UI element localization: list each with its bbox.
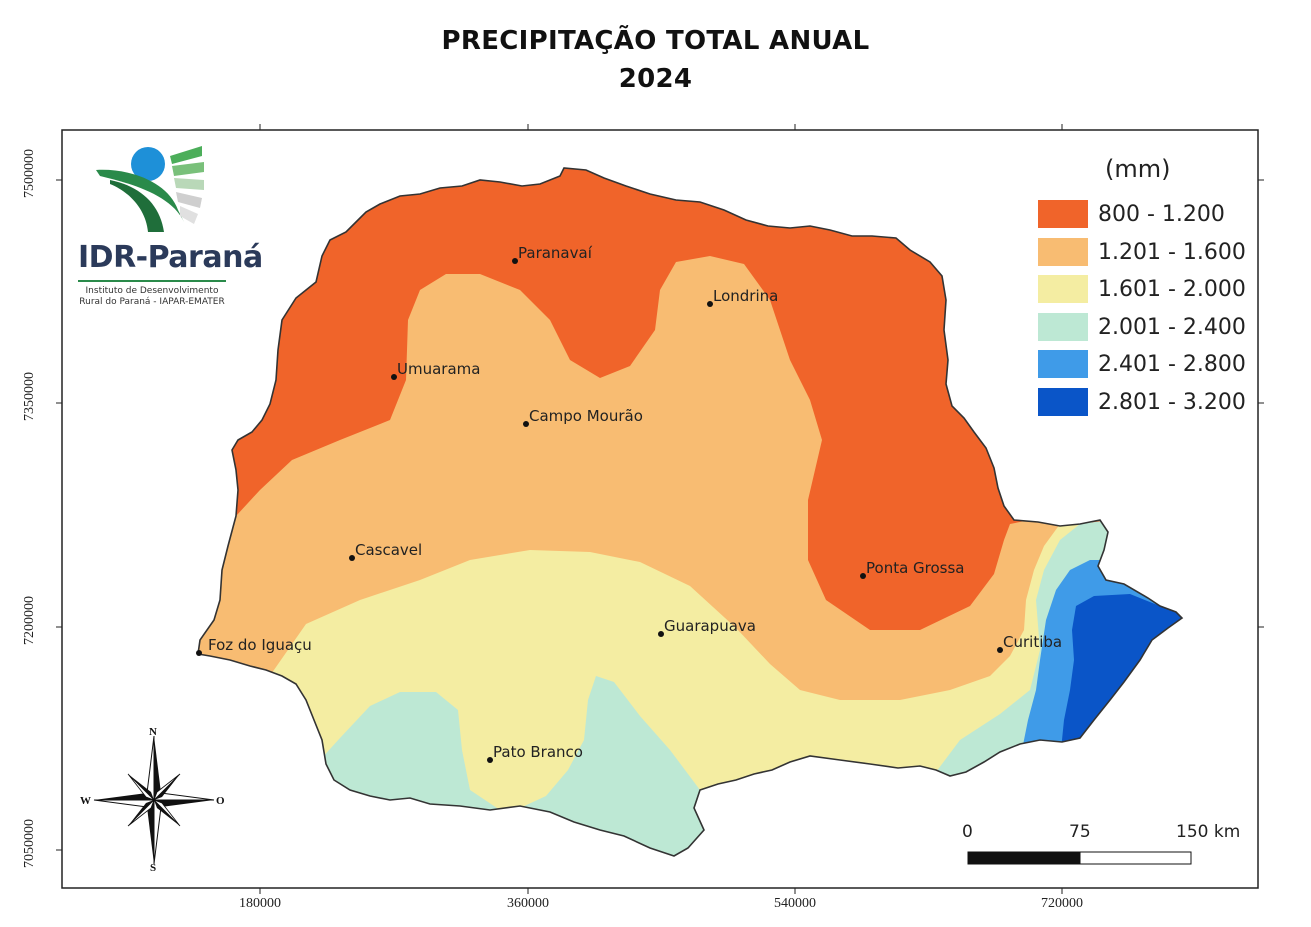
city-marker: Campo Mourão xyxy=(523,407,643,427)
city-dot xyxy=(860,573,866,579)
x-tick-label: 720000 xyxy=(1041,896,1083,911)
city-dot xyxy=(707,301,713,307)
x-tick-label: 540000 xyxy=(774,896,816,911)
logo-divider xyxy=(78,280,226,282)
city-marker: Ponta Grossa xyxy=(860,559,965,579)
logo-subtitle-2: Rural do Paraná - IAPAR-EMATER xyxy=(79,297,225,307)
city-marker: Umuarama xyxy=(391,360,481,380)
city-marker: Guarapuava xyxy=(658,617,756,637)
city-dot xyxy=(391,374,397,380)
scale-bar xyxy=(967,851,1192,865)
city-label: Londrina xyxy=(713,287,779,305)
city-dot xyxy=(658,631,664,637)
city-label: Cascavel xyxy=(355,541,423,559)
scale-label-150: 150 km xyxy=(1176,822,1241,842)
city-label: Pato Branco xyxy=(493,743,583,761)
legend-label: 2.401 - 2.800 xyxy=(1098,352,1246,377)
scale-label-0: 0 xyxy=(962,822,973,842)
map-title: PRECIPITAÇÃO TOTAL ANUAL xyxy=(441,26,870,56)
compass-west-label: W xyxy=(80,795,91,807)
city-marker: Foz do Iguaçu xyxy=(196,636,312,656)
logo-subtitle-1: Instituto de Desenvolvimento xyxy=(85,286,219,296)
city-label: Guarapuava xyxy=(664,617,756,635)
legend-swatch xyxy=(1038,200,1088,228)
city-marker: Cascavel xyxy=(349,541,423,561)
legend-swatch xyxy=(1038,350,1088,378)
legend-title: (mm) xyxy=(1105,155,1171,183)
city-label: Paranavaí xyxy=(518,244,592,262)
city-marker: Curitiba xyxy=(997,633,1063,653)
legend-swatch xyxy=(1038,313,1088,341)
x-tick-label: 360000 xyxy=(507,896,549,911)
city-dot xyxy=(196,650,202,656)
compass-north-label: N xyxy=(149,726,157,738)
x-tick-label: 180000 xyxy=(239,896,281,911)
legend-swatch xyxy=(1038,238,1088,266)
y-tick-label: 7350000 xyxy=(22,372,37,421)
y-tick-label: 7050000 xyxy=(22,819,37,868)
legend-label: 1.201 - 1.600 xyxy=(1098,240,1246,265)
map-year: 2024 xyxy=(618,64,693,94)
city-marker: Londrina xyxy=(707,287,779,307)
city-label: Foz do Iguaçu xyxy=(208,636,312,654)
compass-rose xyxy=(93,735,215,865)
city-marker: Pato Branco xyxy=(487,743,583,763)
compass-east-label: O xyxy=(216,795,225,807)
city-label: Campo Mourão xyxy=(529,407,643,425)
legend-swatch xyxy=(1038,388,1088,416)
y-tick-label: 7200000 xyxy=(22,596,37,645)
idr-logo-graphic xyxy=(96,146,204,232)
city-marker: Paranavaí xyxy=(512,244,592,264)
city-label: Ponta Grossa xyxy=(866,559,965,577)
city-dot xyxy=(349,555,355,561)
city-label: Umuarama xyxy=(397,360,481,378)
map-frame xyxy=(61,129,1259,889)
legend-swatch xyxy=(1038,275,1088,303)
city-label: Curitiba xyxy=(1003,633,1063,651)
legend-label: 2.801 - 3.200 xyxy=(1098,390,1246,415)
scale-label-75: 75 xyxy=(1069,822,1091,842)
city-dot xyxy=(997,647,1003,653)
legend-label: 800 - 1.200 xyxy=(1098,202,1225,227)
city-dot xyxy=(512,258,518,264)
compass-south-label: S xyxy=(150,862,157,874)
legend-label: 1.601 - 2.000 xyxy=(1098,277,1246,302)
city-dot xyxy=(487,757,493,763)
city-dot xyxy=(523,421,529,427)
logo-name: IDR-Paraná xyxy=(78,240,263,275)
y-tick-label: 7500000 xyxy=(22,149,37,198)
legend-label: 2.001 - 2.400 xyxy=(1098,315,1246,340)
